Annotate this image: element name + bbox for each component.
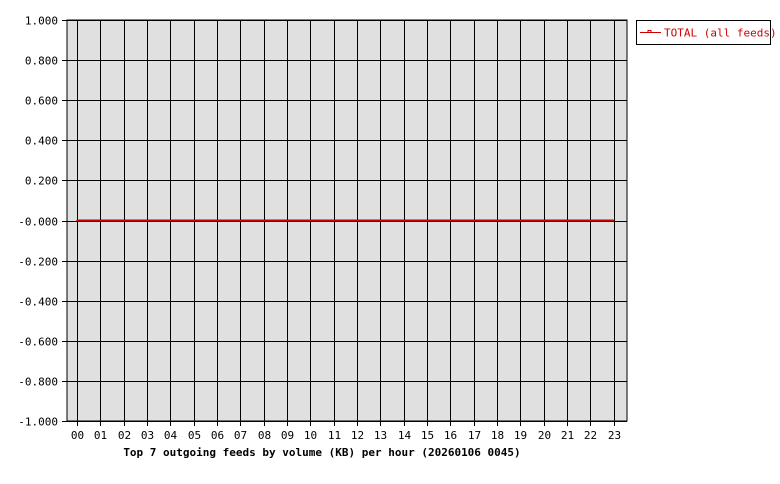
x-tick-label: 18 [491,429,504,442]
x-tick-label: 05 [188,429,201,442]
x-tick-label: 09 [281,429,294,442]
y-tick-label: -0.200 [18,256,58,269]
data-point [566,219,568,222]
x-tick-label: 13 [374,429,387,442]
x-tick-label: 08 [258,429,271,442]
x-tick-label: 17 [468,429,481,442]
data-point [472,219,475,222]
x-tick-label: 11 [328,429,341,442]
x-tick-label: 02 [118,429,131,442]
y-tick-label: 0.200 [25,175,58,188]
x-tick-label: 10 [304,429,317,442]
data-point [239,219,242,222]
y-tick-label: -0.800 [18,376,58,389]
data-point [309,219,312,222]
x-tick-label: 14 [398,429,412,442]
x-tick-label: 06 [211,429,224,442]
y-tick-label: -0.600 [18,336,58,349]
data-point [379,219,382,222]
x-tick-label: 15 [421,429,434,442]
y-tick-label: 0.600 [25,95,58,108]
x-tick-label: 04 [164,429,178,442]
legend-marker [647,30,652,33]
x-tick-label: 16 [444,429,457,442]
data-point [356,219,358,222]
data-point [519,219,521,222]
y-tick-label: -1.000 [18,416,58,429]
data-point [402,219,405,222]
data-point [169,219,172,222]
y-tick-label: -0.400 [18,296,58,309]
data-point [192,219,195,222]
y-tick-label: 0.800 [25,55,58,68]
data-point [449,219,452,222]
x-tick-label: 19 [514,429,527,442]
x-tick-label: 12 [351,429,364,442]
data-point [286,219,288,222]
y-tick-label: -0.000 [18,216,58,229]
data-point [332,219,335,222]
x-tick-label: 21 [561,429,574,442]
x-tick-label: 01 [94,429,107,442]
data-point [496,219,498,222]
x-axis-label: Top 7 outgoing feeds by volume (KB) per … [123,446,520,459]
legend-label: TOTAL (all feeds) [664,27,777,40]
x-tick-label: 20 [538,429,551,442]
data-point [542,219,545,222]
data-point [122,219,125,222]
x-tick-label: 22 [584,429,597,442]
x-tick-label: 07 [234,429,247,442]
data-point [262,219,265,222]
data-point [612,219,615,222]
x-tick-label: 00 [71,429,84,442]
x-tick-label: 23 [608,429,621,442]
data-point [99,219,102,222]
y-tick-label: 1.000 [25,15,58,28]
data-point [589,219,591,222]
data-point [146,219,148,222]
x-tick-label: 03 [141,429,154,442]
y-tick-label: 0.400 [25,135,58,148]
data-point [426,219,428,222]
data-point [76,219,78,222]
data-point [216,219,218,222]
